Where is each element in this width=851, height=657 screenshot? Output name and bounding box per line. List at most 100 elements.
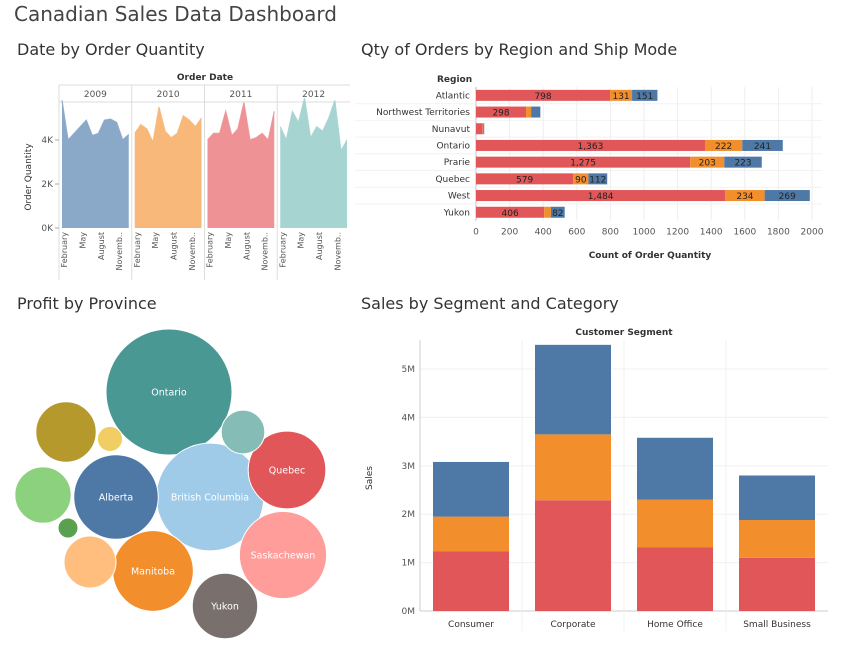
bubble-saskachewan: Saskachewan [238,510,328,600]
segment-label: Small Business [743,620,811,630]
x-tick-label: May [297,232,306,249]
x-tick-label: 1000 [633,228,656,238]
bar-segment [476,173,574,185]
bubble-label: Manitoba [131,567,175,578]
year-header: 2011 [229,90,252,100]
bubble-label: Saskachewan [251,551,316,562]
bar-data-label: 222 [715,142,732,152]
bubble-circle [220,409,266,455]
year-header: 2012 [302,90,325,100]
panel-title-sales-by-segment: Sales by Segment and Category [361,294,619,313]
x-tick-label: 200 [501,228,518,238]
bar-data-label: 1,484 [588,192,614,202]
bar-segment [433,551,509,611]
bar-segment [544,206,551,218]
bubble-label: Quebec [269,466,305,477]
region-label: Atlantic [436,91,470,101]
y-tick-label: 2M [402,510,416,520]
area-series-2009 [62,100,129,228]
area-y-axis-label: Order Quantity [24,143,34,211]
bubble-label: Alberta [99,493,133,504]
qty-by-region-chart[interactable]: Region Count of Order Quantity 0 200 400 60… [355,60,851,275]
bar-segment [526,106,532,118]
bubble-alberta: Alberta [73,454,159,540]
bar-segment [476,106,527,118]
bar-segment [535,500,611,611]
y-tick-label: 2K [41,180,54,190]
bar-segment [535,344,611,435]
bubble-yukon: Yukon [191,572,259,640]
bar-data-label: 131 [612,92,629,102]
region-label: Ontario [436,141,470,151]
bar-segment [482,123,484,135]
bar-data-label: 298 [492,109,509,119]
x-tick-label: Novemb.. [115,232,124,271]
bar-data-label: 112 [589,175,606,185]
bar-data-label: 269 [779,192,796,202]
bar-segment [476,190,726,202]
dashboard-title: Canadian Sales Data Dashboard [14,2,337,26]
bar-data-label: 151 [636,92,653,102]
bubble-circle [35,401,97,463]
bar-data-label: 798 [534,92,551,102]
bar-data-label: 406 [502,209,519,219]
x-tick-label: August [242,232,251,260]
bar-data-label: 223 [734,159,751,169]
bar-segment [433,461,509,517]
bar-data-label: 1,363 [578,142,604,152]
bubble-circle [96,425,124,453]
segment-label: Consumer [448,620,494,630]
bar-segment [476,123,483,135]
bubble-circle [57,517,79,539]
x-tick-label: 0 [473,228,479,238]
region-label: Nunavut [432,125,471,135]
bar-segment [610,89,633,101]
sales-by-segment-chart[interactable]: Customer Segment Sales 0M 1M 2M 3M 4M 5M Consu… [355,315,851,657]
bubble-unlabeled-11 [96,425,124,453]
x-tick-label: February [60,232,69,268]
bubble-manitoba: Manitoba [112,530,194,612]
bubble-circle [73,454,159,540]
bar-data-label: 234 [736,192,753,202]
bar-segment [690,156,725,168]
bar-data-label: 90 [575,175,587,185]
bar-segment [637,547,713,611]
y-tick-label: 3M [402,462,416,472]
area-series-2012 [280,98,347,228]
bar-data-label: 579 [516,175,533,185]
area-series-2011 [207,102,275,228]
customer-segment-header: Customer Segment [575,328,673,338]
bubble-ontario: Ontario [105,328,233,456]
bubble-unlabeled-12 [57,517,79,539]
profit-by-province-chart[interactable]: Ontario British Columbia Alberta Saskachewa… [0,315,355,657]
x-tick-label: February [206,232,215,268]
order-date-header: Order Date [177,73,233,83]
bar-segment [725,190,765,202]
panel-title-date-by-order-quantity: Date by Order Quantity [17,40,205,59]
panel-title-qty-of-orders: Qty of Orders by Region and Ship Mode [361,40,678,59]
panel-title-profit-by-province: Profit by Province [17,294,157,313]
bubble-circle [14,466,72,524]
bubble-label: British Columbia [171,493,249,504]
bar-segment [433,516,509,552]
bar-segment [739,557,815,611]
bubble-circle [238,510,328,600]
bubble-label: Ontario [151,388,187,399]
bubble-unlabeled-10 [220,409,266,455]
area-line-2010 [134,106,202,145]
y-tick-label: 0M [402,607,416,617]
bar-data-label: 241 [754,142,771,152]
area-line-2009 [61,100,130,142]
area-line-2012 [279,98,348,153]
x-tick-label: February [278,232,287,268]
date-by-order-quantity-chart[interactable]: Order Date Order Quantity 0K 2K 4K 2009 Febr… [0,60,355,285]
y-tick-label: 4M [402,413,416,423]
bar-data-label: 82 [552,209,563,219]
bar-segment [632,89,658,101]
x-tick-label: Novemb.. [188,232,197,271]
bubble-quebec: Quebec [247,430,327,510]
bar-segment [739,520,815,558]
region-header: Region [437,75,472,85]
bar-data-label: 203 [699,159,716,169]
x-tick-label: May [224,232,233,249]
